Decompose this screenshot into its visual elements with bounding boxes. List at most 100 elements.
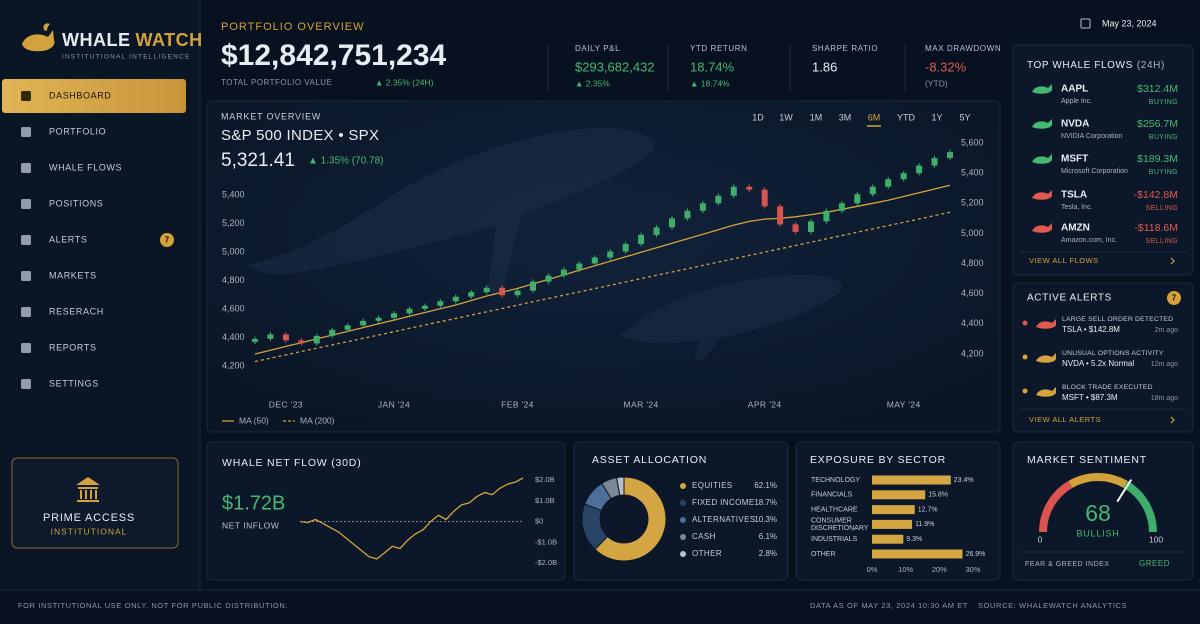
alert-time: 18m ago [1151, 395, 1178, 402]
range-button[interactable]: YTD [897, 112, 916, 122]
candle-body [252, 338, 258, 342]
whale-icon [1036, 319, 1056, 329]
action: BUYING [1149, 134, 1178, 141]
y-tick-label: 5,400 [222, 189, 245, 199]
ticker: MSFT [1061, 154, 1088, 165]
portfolio-value-label: TOTAL PORTFOLIO VALUE [221, 78, 332, 87]
candle-body [854, 194, 861, 204]
nav-icon [21, 343, 31, 353]
range-button[interactable]: 5Y [959, 112, 970, 122]
amount: $312.4M [1137, 83, 1178, 95]
y2-tick-label: 4,600 [961, 288, 984, 298]
alert-detail: TSLA • $142.8M [1062, 325, 1120, 334]
x-tick-label: JAN '24 [378, 399, 410, 409]
header-title: PORTFOLIO OVERVIEW [221, 21, 365, 33]
candle-body [947, 152, 953, 159]
date[interactable]: May 23, 2024 [1102, 18, 1157, 28]
candle-body [375, 317, 382, 321]
alert-badge [1167, 291, 1181, 305]
nav-item[interactable]: WHALE FLOWS [49, 162, 122, 172]
gauge-tick-label: 0 [1038, 534, 1043, 544]
range-button[interactable]: 1Y [931, 112, 942, 122]
range-button[interactable]: 1M [810, 112, 823, 122]
candle-body [808, 221, 814, 232]
y-tick-label: 4,600 [222, 303, 245, 313]
nav-item[interactable]: DASHBOARD [49, 90, 111, 100]
net-flow-label: NET INFLOW [222, 520, 279, 530]
index-change: ▲ 1.35% (70.78) [308, 156, 384, 167]
candle-body [916, 165, 923, 174]
action: SELLING [1146, 205, 1178, 212]
range-button[interactable]: 3M [839, 112, 852, 122]
nav-item[interactable]: SETTINGS [49, 378, 99, 388]
donut-slice [616, 476, 625, 496]
donut-slice [594, 476, 667, 562]
category-label-line: DISCRETIONARY [811, 525, 869, 532]
ticker: AAPL [1061, 84, 1088, 95]
net-flow-value: $1.72B [222, 492, 285, 514]
candle-body [360, 320, 367, 326]
candle-body [715, 195, 722, 204]
gauge-needle [1116, 479, 1133, 503]
alert-dot [1022, 354, 1028, 360]
candle-body [792, 224, 799, 232]
nav-item[interactable]: POSITIONS [49, 198, 103, 208]
view-all-link[interactable]: VIEW ALL ALERTS [1029, 415, 1101, 424]
kpi-sub: ▲ 18.74% [690, 78, 730, 88]
gauge-tick-label: 100 [1149, 534, 1163, 544]
x-tick-label: FEB '24 [501, 399, 534, 409]
panel-title-period: (24H) [1137, 60, 1165, 71]
nav-icon [21, 163, 31, 173]
nav-icon [21, 271, 31, 281]
x-tick-label: APR '24 [748, 399, 782, 409]
nav-icon [21, 127, 31, 137]
range-button[interactable]: 1W [779, 112, 793, 122]
candle-body [653, 227, 660, 235]
nav-item[interactable]: MARKETS [49, 270, 97, 280]
legend-label: CASH [692, 532, 716, 541]
nav-item[interactable]: PORTFOLIO [49, 126, 106, 136]
bar [872, 549, 963, 559]
candle-body [406, 308, 413, 314]
y-tick-label: 4,400 [222, 332, 245, 342]
ticker: NVDA [1061, 119, 1089, 130]
range-button[interactable]: 6M [868, 112, 881, 122]
nav-item[interactable]: RESERACH [49, 306, 104, 316]
whale-icon [1032, 223, 1052, 233]
candle-body [298, 340, 305, 344]
y-tick-label: $0 [535, 517, 543, 526]
nav-item[interactable]: ALERTS [49, 234, 87, 244]
value-label: 62.1% [754, 481, 777, 490]
alert-title: UNUSUAL OPTIONS ACTIVITY [1062, 350, 1164, 357]
range-button[interactable]: 1D [752, 112, 764, 122]
alert-title: LARGE SELL ORDER DETECTED [1062, 316, 1173, 323]
view-all-link[interactable]: VIEW ALL FLOWS [1029, 256, 1099, 265]
kpi-sub: (YTD) [925, 78, 948, 88]
category-label: HEALTHCARE [811, 506, 858, 513]
portfolio-change: ▲ 2.35% (24H) [375, 77, 434, 87]
action: BUYING [1149, 99, 1178, 106]
flows-panel [1012, 44, 1194, 276]
legend-label: MA (50) [239, 415, 269, 425]
footer-text: FOR INSTITUTIONAL USE ONLY. NOT FOR PUBL… [18, 601, 288, 610]
legend-label: ALTERNATIVES [692, 515, 756, 524]
nav-icon [21, 307, 31, 317]
prime-box[interactable] [11, 457, 179, 549]
chevron-icon [1170, 257, 1175, 265]
value-label: 26.9% [966, 551, 986, 558]
nav-item[interactable]: REPORTS [49, 342, 97, 352]
ticker: TSLA [1061, 190, 1087, 201]
candle-body [267, 334, 274, 339]
gauge-footer-label: FEAR & GREED INDEX [1025, 561, 1109, 568]
y-tick-label: $1.0B [535, 496, 555, 505]
gauge-band [1068, 473, 1128, 488]
y-tick-label: 4,800 [222, 275, 245, 285]
gauge-value: 68 [1085, 500, 1111, 526]
candle-body [777, 206, 784, 225]
chart-title: ASSET ALLOCATION [592, 454, 707, 466]
candle-body [761, 189, 768, 207]
calendar-icon [1080, 18, 1091, 29]
chart-title: MARKET OVERVIEW [221, 111, 321, 121]
gauge-footer-value: GREED [1139, 559, 1170, 568]
candle-body [931, 158, 938, 166]
